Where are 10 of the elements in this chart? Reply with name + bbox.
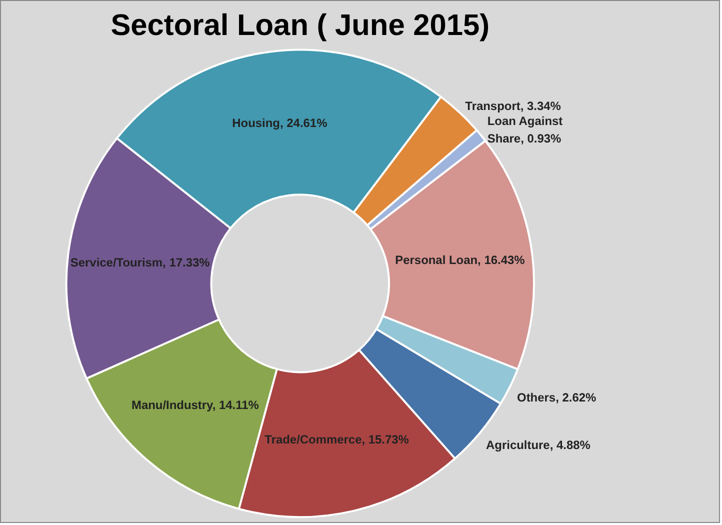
slice-label: Personal Loan, 16.43% <box>395 253 526 268</box>
slice-label: Transport, 3.34% <box>465 99 562 114</box>
slice-label: Agriculture, 4.88% <box>486 438 591 452</box>
slice-label: Manu/Industry, 14.11% <box>131 398 260 412</box>
slice-label: Others, 2.62% <box>517 390 596 405</box>
slice-label: Service/Tourism, 17.33% <box>70 256 210 270</box>
slice-label: Loan Against Share, 0.93% <box>487 114 563 146</box>
slice-label: Trade/Commerce, 15.73% <box>264 432 410 447</box>
chart-title: Sectoral Loan ( June 2015) <box>110 9 490 42</box>
slice-label: Housing, 24.61% <box>232 116 328 130</box>
